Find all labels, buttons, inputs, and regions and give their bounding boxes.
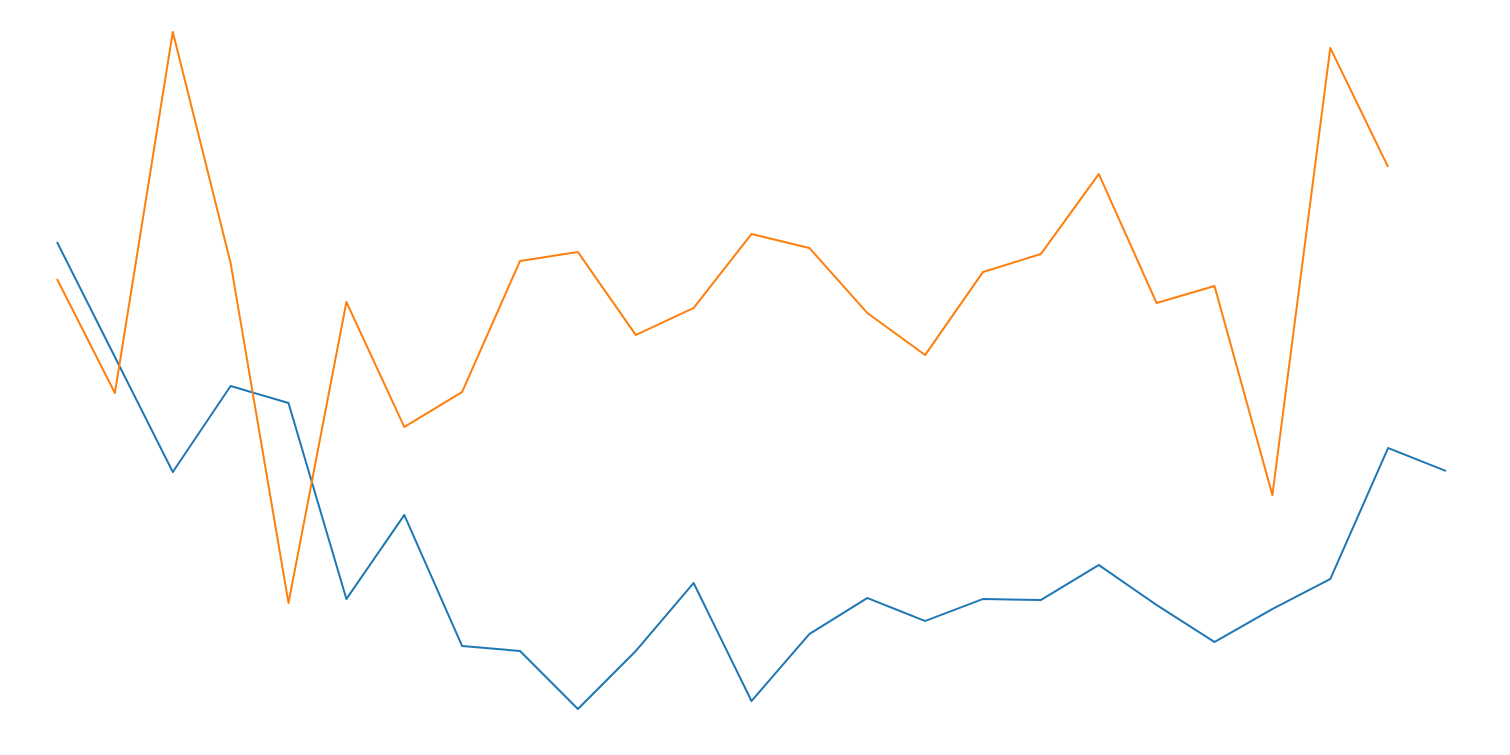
line [56, 31, 1389, 604]
line [56, 241, 1447, 710]
